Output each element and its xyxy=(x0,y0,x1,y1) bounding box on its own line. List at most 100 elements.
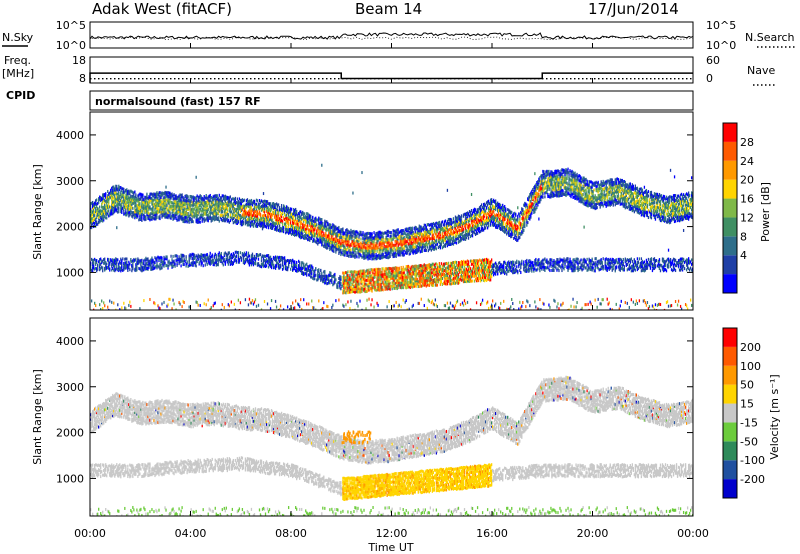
power-pixel xyxy=(379,236,381,240)
power-pixel xyxy=(92,202,94,206)
power-pixel xyxy=(410,282,412,286)
power-pixel xyxy=(177,215,179,219)
power-pixel xyxy=(135,210,137,214)
power-pixel xyxy=(287,218,290,222)
beam-title: Beam 14 xyxy=(355,0,423,18)
power-pixel xyxy=(151,258,153,262)
power-pixel xyxy=(385,267,387,271)
power-pixel xyxy=(195,202,197,206)
power-pixel xyxy=(193,196,195,200)
power-pixel xyxy=(387,229,389,233)
power-pixel xyxy=(162,199,164,203)
power-pixel xyxy=(104,304,106,308)
power-pixel xyxy=(284,209,287,213)
power-pixel xyxy=(132,201,134,205)
power-pixel xyxy=(151,217,153,221)
power-pixel xyxy=(206,252,208,256)
power-pixel xyxy=(394,234,396,238)
power-pixel xyxy=(178,202,180,206)
power-pixel xyxy=(156,207,158,211)
power-pixel xyxy=(150,258,152,262)
power-pixel xyxy=(156,202,158,206)
power-pixel xyxy=(388,230,390,234)
power-pixel xyxy=(147,204,149,208)
power-pixel xyxy=(149,259,151,263)
power-pixel xyxy=(127,263,129,267)
power-pixel xyxy=(121,201,123,205)
power-pixel xyxy=(190,253,192,257)
power-pixel xyxy=(180,203,182,207)
power-pixel xyxy=(294,219,296,223)
power-pixel xyxy=(392,236,394,240)
power-pixel xyxy=(372,242,374,246)
power-pixel xyxy=(376,257,378,261)
power-pixel xyxy=(378,278,380,282)
power-pixel xyxy=(291,232,293,236)
power-pixel xyxy=(353,231,355,235)
power-pixel xyxy=(137,209,139,213)
power-pixel xyxy=(333,225,335,229)
power-pixel xyxy=(406,285,408,289)
power-pixel xyxy=(173,205,175,209)
power-pixel xyxy=(121,206,123,210)
power-pixel xyxy=(392,272,394,276)
power-pixel xyxy=(411,249,413,253)
power-pixel xyxy=(178,204,180,208)
power-pixel xyxy=(352,281,354,285)
power-pixel xyxy=(165,192,167,196)
power-pixel xyxy=(400,247,402,251)
power-pixel xyxy=(225,254,227,258)
power-pixel xyxy=(336,283,338,287)
power-pixel xyxy=(298,264,300,268)
power-pixel xyxy=(281,267,284,271)
power-pixel xyxy=(258,221,261,225)
power-pixel xyxy=(285,228,288,232)
power-pixel xyxy=(249,199,252,203)
power-pixel xyxy=(400,234,402,238)
power-pixel xyxy=(287,209,290,213)
power-pixel xyxy=(292,265,294,269)
power-pixel xyxy=(288,210,291,214)
power-pixel xyxy=(362,287,364,291)
power-pixel xyxy=(361,244,363,248)
power-pixel xyxy=(212,212,214,216)
power-pixel xyxy=(315,222,317,226)
power-pixel xyxy=(262,214,265,218)
power-pixel xyxy=(103,261,105,265)
power-pixel xyxy=(293,216,295,220)
power-pixel xyxy=(321,230,323,234)
power-pixel xyxy=(405,233,407,237)
power-pixel xyxy=(257,204,260,208)
power-pixel xyxy=(214,206,216,210)
power-pixel xyxy=(142,206,144,210)
power-pixel xyxy=(216,194,218,198)
power-pixel xyxy=(333,229,335,233)
power-pixel xyxy=(384,267,386,271)
power-pixel xyxy=(201,215,203,219)
power-pixel xyxy=(302,266,304,270)
power-pixel xyxy=(410,245,412,249)
power-pixel xyxy=(247,213,250,217)
power-pixel xyxy=(327,221,329,225)
power-pixel xyxy=(250,198,253,202)
power-pixel xyxy=(369,234,371,238)
power-pixel xyxy=(374,288,376,292)
power-pixel xyxy=(131,210,133,214)
power-pixel xyxy=(282,266,285,270)
power-pixel xyxy=(187,202,189,206)
power-pixel xyxy=(406,272,408,276)
power-pixel xyxy=(128,214,130,218)
power-pixel xyxy=(139,307,141,310)
power-pixel xyxy=(149,218,151,222)
power-pixel xyxy=(156,264,158,268)
power-pixel xyxy=(133,198,135,202)
power-pixel xyxy=(127,194,129,198)
power-pixel xyxy=(132,194,134,198)
power-pixel xyxy=(299,268,301,272)
power-pixel xyxy=(176,257,178,261)
power-pixel xyxy=(320,240,322,244)
power-pixel xyxy=(270,216,273,220)
power-pixel xyxy=(98,215,100,219)
power-pixel xyxy=(237,201,240,205)
power-pixel xyxy=(326,274,328,278)
